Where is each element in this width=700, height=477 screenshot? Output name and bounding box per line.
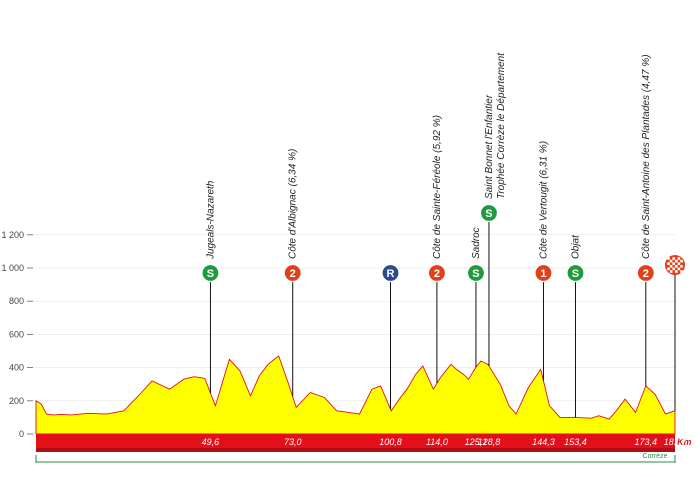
km-label: 73,0 [284,437,302,447]
marker-circle [566,263,585,283]
y-tick-label: 1 200 [1,230,24,240]
marker-circle [466,263,486,283]
finish-flag-square [680,259,683,263]
y-tick-label: 600 [9,329,24,339]
marker-symbol: 2 [643,268,649,280]
marker-circle [201,263,220,283]
finish-flag-square [680,270,683,273]
finish-flag-square [672,267,675,271]
finish-flag-square [675,259,678,263]
marker-symbol: S [472,268,479,280]
region-label: Corrèze [643,453,668,460]
km-label: 125,1 [465,437,488,447]
sprint-icon: S [479,203,499,223]
finish-flag-square [675,265,678,268]
finish-flag-square [669,259,673,263]
place-label: Objat [570,234,581,259]
finish-flag-square [667,257,670,260]
points-of-interest: 49,6 S Jugeals-Nazareth 73,0 2 Côte d'Albigna… [201,52,688,447]
km-band-edge [36,448,675,452]
marker-circle [534,263,553,283]
place-label: Sadroc [471,227,482,259]
marker-symbol: 2 [290,268,296,280]
marker-circle [283,263,302,283]
marker-circle [427,263,447,283]
marker-symbol: S [485,208,492,220]
marker-symbol: S [207,268,214,280]
marker-circle [636,263,655,283]
km-unit-label: Km [677,437,692,447]
finish-flag-square [667,267,670,271]
sprint-icon: S [566,263,585,283]
km-label: 128,8 [478,437,501,447]
place-label: Côte d'Albignac (6,34 %) [288,149,299,259]
region-bar: Corrèze [35,453,676,463]
marker-symbol: S [572,268,579,280]
distance-band: Km [36,434,692,452]
km-label: 173,4 [635,437,658,447]
elevation-profile-area [35,355,676,435]
climb-category-icon: 2 [283,263,302,283]
km-label: 181,7 [664,437,688,447]
sprint-icon: S [466,263,486,283]
feed-zone-icon: R [381,263,400,283]
climb-category-icon: 1 [534,263,553,283]
finish-flag-square [677,257,681,260]
km-label: 153,4 [564,437,587,447]
km-label: 114,0 [426,437,448,447]
marker-symbol: R [387,268,395,280]
finish-flag-square [669,265,673,268]
y-tick-label: 200 [9,396,24,406]
marker-symbol: 1 [540,268,546,280]
finish-flag-square [669,270,673,273]
climb-category-icon: 2 [427,263,447,283]
place-label: Côte de Saint-Antoine des Plantades (4,4… [641,54,652,259]
km-label: 100,8 [379,437,402,447]
finish-flag-square [677,262,681,265]
place-label: Côte de Sainte-Féréole (5,92 %) [432,115,443,259]
elevation-axis: 1 200 1 000 800 600 400 200 0 [1,230,33,439]
finish-flag-square [675,270,678,273]
finish-flag-icon [665,255,685,275]
km-label: 144,3 [532,437,555,447]
y-tick-label: 400 [9,363,24,373]
finish-flag-square [672,257,675,260]
sprint-icon: S [201,263,220,283]
finish-flag-square [667,262,670,265]
y-tick-label: 1 000 [1,263,24,273]
climb-category-icon: 2 [636,263,655,283]
km-label: 49,6 [202,437,220,447]
finish-flag-square [672,262,675,265]
place-label: Saint Bonnet l'Enfantier [484,94,495,199]
place-label-secondary: Trophée Corrèze le Département [496,52,507,199]
marker-circle [381,263,400,283]
y-tick-label: 800 [9,296,24,306]
finish-flag-square [677,267,681,271]
finish-flag-square [680,265,683,268]
km-band [36,434,675,448]
elevation-area [35,355,676,435]
place-label: Côte de Vertougit (6,31 %) [538,141,549,259]
marker-symbol: 2 [434,268,440,280]
y-tick-label: 0 [19,429,24,439]
place-label: Jugeals-Nazareth [205,180,216,260]
marker-circle [479,203,499,223]
